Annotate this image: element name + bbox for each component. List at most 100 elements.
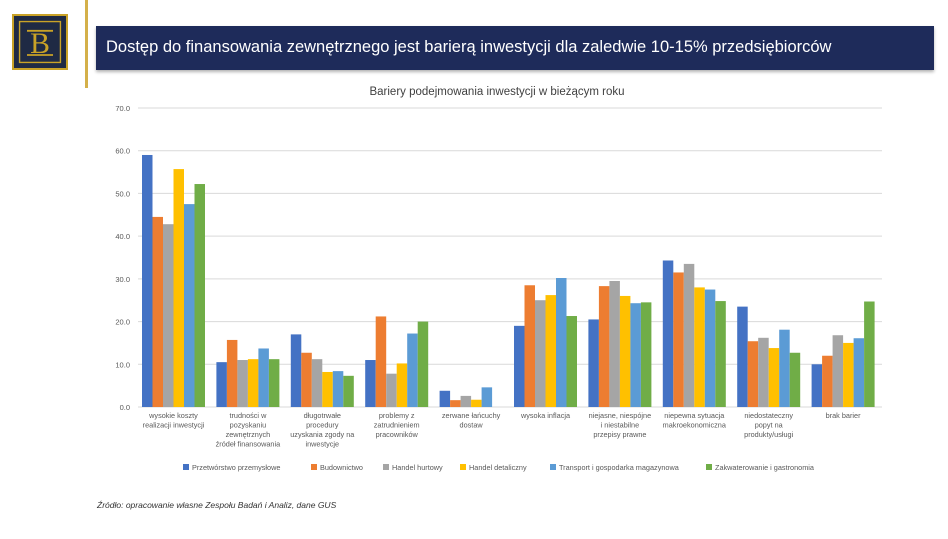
bar	[640, 302, 652, 407]
bar	[832, 335, 844, 407]
legend-swatch	[311, 464, 317, 470]
x-tick-label: realizacji inwestycji	[143, 421, 205, 430]
x-tick-label: inwestycje	[305, 440, 339, 449]
x-tick-label: problemy z	[379, 411, 415, 420]
bar	[556, 278, 567, 407]
bar	[332, 371, 344, 407]
bar	[843, 342, 854, 407]
x-tick-label: wysokie koszty	[148, 411, 198, 420]
chart-title: Bariery podejmowania inwestycji w bieżąc…	[369, 86, 624, 98]
bar	[779, 329, 790, 407]
x-tick-label: wysoka inflacja	[520, 411, 571, 420]
legend-label: Zakwaterowanie i gastronomia	[715, 463, 815, 472]
y-tick-label: 30.0	[115, 275, 130, 284]
bar	[184, 204, 195, 407]
bar	[194, 184, 205, 407]
bar	[737, 306, 748, 407]
x-tick-label: popyt na	[755, 421, 784, 430]
gold-divider	[85, 0, 88, 88]
bar	[226, 339, 238, 407]
y-tick-label: 60.0	[115, 147, 130, 156]
bar	[598, 286, 610, 407]
x-tick-label: dostaw	[460, 421, 484, 430]
source-note: Źródło: opracowanie własne Zespołu Badań…	[97, 500, 337, 510]
bar	[524, 285, 535, 407]
bar	[811, 364, 823, 407]
bar	[258, 348, 269, 407]
bar	[450, 400, 461, 407]
bar	[789, 352, 801, 407]
y-tick-label: 10.0	[115, 360, 130, 369]
title-banner: Dostęp do finansowania zewnętrznego jest…	[96, 26, 934, 70]
bar	[439, 390, 451, 407]
legend-swatch	[183, 464, 189, 470]
y-tick-label: 40.0	[115, 232, 130, 241]
bar	[588, 319, 599, 407]
x-tick-label: pozyskaniu	[230, 421, 267, 430]
bar	[163, 224, 174, 407]
x-tick-label: i niestabilne	[601, 421, 640, 430]
x-tick-label: procedury	[306, 421, 339, 430]
legend-swatch	[383, 464, 389, 470]
bar	[386, 373, 397, 407]
bar	[822, 355, 833, 407]
legend-swatch	[550, 464, 556, 470]
legend-swatch	[460, 464, 466, 470]
legend-label: Transport i gospodarka magazynowa	[559, 463, 680, 472]
bar	[662, 260, 674, 407]
bar	[173, 169, 184, 407]
legend-label: Budownictwo	[320, 463, 363, 472]
y-tick-label: 70.0	[115, 104, 130, 113]
bar	[375, 316, 387, 407]
bar	[673, 272, 684, 407]
page-title: Dostęp do finansowania zewnętrznego jest…	[106, 38, 832, 56]
bar	[290, 334, 302, 407]
bar	[694, 287, 705, 407]
bar	[247, 359, 259, 407]
x-tick-label: źródeł finansowania	[216, 440, 281, 449]
x-tick-label: produkty/usługi	[744, 430, 793, 439]
legend-label: Handel detaliczny	[469, 463, 527, 472]
bar	[683, 263, 695, 407]
bar	[514, 325, 525, 407]
x-tick-label: zerwane łańcuchy	[442, 411, 501, 420]
bar	[853, 338, 865, 407]
legend-swatch	[706, 464, 712, 470]
bar	[365, 360, 376, 407]
bar	[301, 352, 312, 407]
x-tick-label: niedostateczny	[744, 411, 793, 420]
bar	[747, 341, 759, 407]
bar	[630, 303, 641, 407]
bar	[417, 321, 429, 407]
legend-label: Przetwórstwo przemysłowe	[192, 463, 280, 472]
x-tick-label: trudności w	[229, 411, 267, 420]
bar	[619, 295, 631, 407]
bar	[609, 280, 620, 407]
bar	[535, 300, 546, 407]
bar	[152, 216, 163, 407]
svg-text:B: B	[30, 28, 50, 60]
bar	[237, 360, 248, 407]
x-tick-label: brak barier	[826, 411, 861, 420]
company-logo: B	[12, 14, 68, 70]
x-tick-label: pracowników	[376, 430, 419, 439]
x-tick-label: uzyskania zgody na	[290, 430, 355, 439]
x-tick-label: przepisy prawne	[593, 430, 646, 439]
bar	[758, 337, 769, 407]
bar	[343, 375, 354, 407]
bar	[768, 348, 780, 407]
x-tick-label: makroekonomiczna	[663, 421, 727, 430]
bar	[142, 154, 153, 407]
legend-label: Handel hurtowy	[392, 463, 443, 472]
y-tick-label: 0.0	[120, 403, 130, 412]
bar	[311, 359, 323, 407]
x-tick-label: niepewna sytuacja	[664, 411, 725, 420]
bar	[566, 316, 577, 407]
bar	[471, 399, 482, 407]
bar	[715, 301, 726, 407]
y-tick-label: 20.0	[115, 318, 130, 327]
x-tick-label: niejasne, niespójne	[589, 411, 651, 420]
logo-monogram-icon: B	[18, 20, 62, 64]
bar	[216, 362, 227, 407]
